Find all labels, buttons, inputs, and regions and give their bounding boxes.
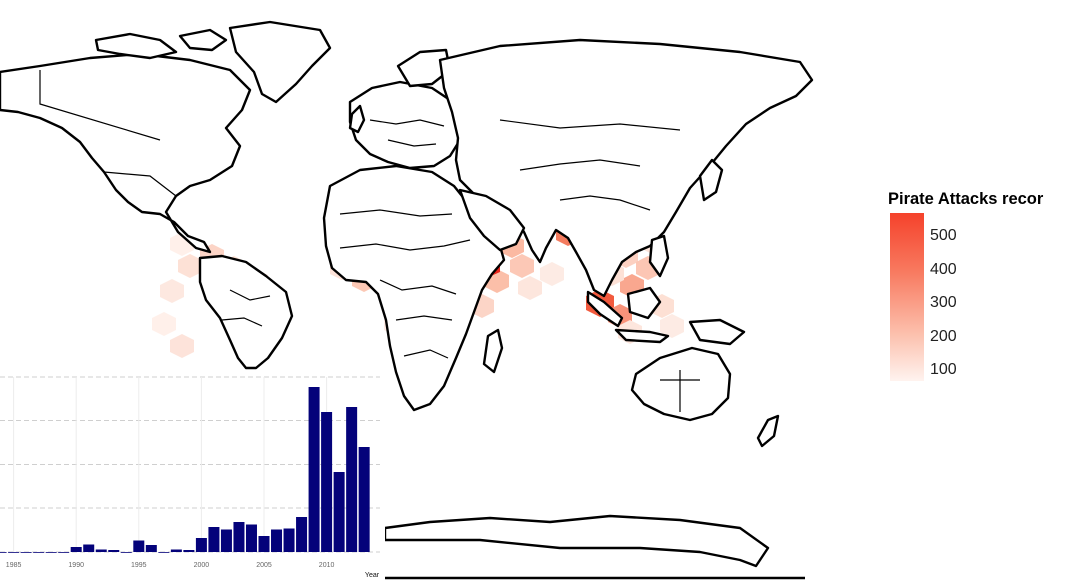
legend-label-300: 300 [930, 294, 957, 311]
bar-2001 [208, 527, 220, 552]
heat-cell [540, 262, 564, 286]
x-tick-label: 2010 [319, 562, 335, 569]
bar-1994 [120, 552, 132, 553]
new-guinea-island [688, 318, 746, 346]
java-island [614, 328, 670, 344]
bar-1991 [83, 544, 95, 552]
legend-label-400: 400 [930, 261, 957, 278]
greenland-landmass [228, 20, 332, 104]
x-tick-label: 1985 [6, 562, 22, 569]
bar-1998 [170, 549, 182, 552]
bar-2011 [333, 472, 345, 552]
bar-2008 [296, 517, 308, 552]
uk-landmass [348, 104, 366, 134]
sumatra-island [586, 290, 624, 328]
bar-1989 [58, 552, 70, 553]
bar-2006 [271, 529, 283, 552]
australia-landmass [630, 346, 732, 422]
bar-1992 [95, 549, 107, 552]
x-tick-label: 2005 [256, 562, 272, 569]
heat-cell [660, 314, 684, 338]
antarctica-landmass [383, 514, 770, 568]
south-america-landmass [198, 254, 294, 370]
legend-label-200: 200 [930, 328, 957, 345]
japan-islands [698, 158, 724, 202]
bar-2000 [195, 538, 207, 552]
bar-1986 [20, 552, 32, 553]
madagascar-landmass [482, 328, 504, 374]
bar-1997 [158, 552, 170, 553]
x-tick-label: 2000 [194, 562, 210, 569]
bar-1985 [8, 552, 20, 553]
bar-2005 [258, 536, 270, 552]
heat-cell [178, 254, 202, 278]
bar-1995 [133, 540, 145, 552]
legend-title: Pirate Attacks recor [888, 190, 1044, 208]
inset-bar-chart: 1985 1990 1995 2000 2005 2010 Year [0, 370, 385, 580]
bar-2013 [358, 447, 370, 552]
bar-1993 [108, 550, 120, 552]
legend: Pirate Attacks recor 500 400 300 200 100 [888, 190, 1068, 400]
x-tick-label: 1990 [68, 562, 84, 569]
bar-1984 [0, 552, 7, 553]
bar-1990 [70, 547, 82, 552]
bar-1999 [183, 550, 195, 552]
bar-2003 [233, 522, 245, 552]
philippines-islands [648, 234, 670, 278]
land-layer [0, 20, 814, 580]
heat-cell [170, 334, 194, 358]
bar-1996 [145, 545, 157, 552]
north-america-landmass [0, 52, 252, 254]
bar-2012 [346, 407, 358, 552]
x-axis-title: Year [365, 572, 380, 579]
bar-2009 [308, 387, 320, 552]
arctic-islands [94, 32, 178, 60]
bar-2004 [245, 524, 257, 552]
new-zealand-islands [756, 414, 780, 448]
europe-landmass [348, 80, 462, 170]
inset-chart-svg: 1985 1990 1995 2000 2005 2010 Year [0, 376, 380, 579]
legend-label-500: 500 [930, 227, 957, 244]
borneo-island [626, 286, 662, 320]
legend-label-100: 100 [930, 361, 957, 378]
heat-cell [510, 254, 534, 278]
legend-color-bar [890, 213, 924, 381]
heat-cell [160, 279, 184, 303]
arabian-peninsula [458, 188, 526, 252]
bar-1987 [33, 552, 45, 553]
heat-cell [518, 276, 542, 300]
country-borders [39, 70, 700, 412]
bar-1988 [45, 552, 57, 553]
bar-2007 [283, 528, 295, 552]
arctic-islands [178, 28, 228, 52]
bar-2010 [321, 412, 333, 552]
x-tick-label: 1995 [131, 562, 147, 569]
heat-cell [152, 312, 176, 336]
bar-2002 [220, 529, 232, 552]
